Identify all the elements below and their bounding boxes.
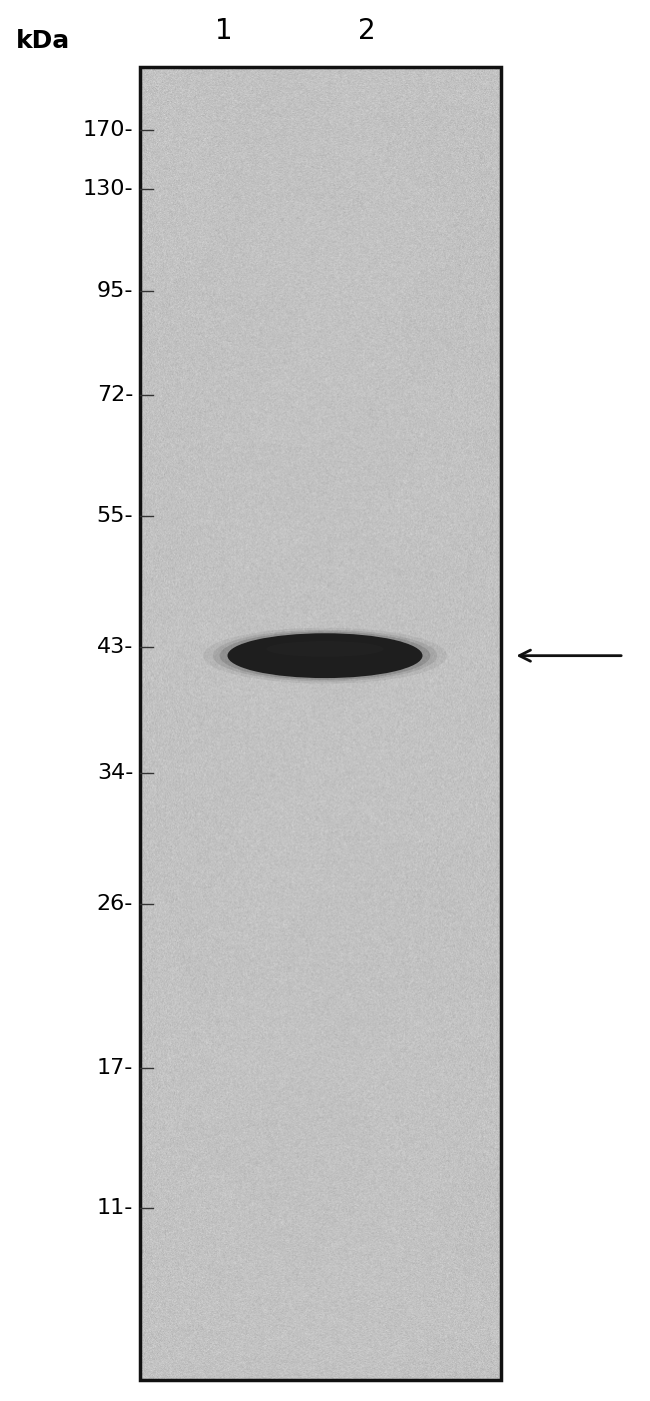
Text: 34-: 34- xyxy=(97,764,133,783)
Text: 26-: 26- xyxy=(97,894,133,913)
Bar xyxy=(140,67,501,1380)
Text: 43-: 43- xyxy=(97,637,133,657)
Text: 17-: 17- xyxy=(97,1058,133,1077)
Text: 1: 1 xyxy=(215,17,233,45)
Ellipse shape xyxy=(203,628,447,684)
Ellipse shape xyxy=(227,633,422,678)
Text: kDa: kDa xyxy=(16,29,70,53)
Text: 55-: 55- xyxy=(97,506,133,525)
Text: 95-: 95- xyxy=(97,282,133,301)
Text: 170-: 170- xyxy=(83,120,133,140)
Text: 11-: 11- xyxy=(97,1198,133,1217)
Text: 72-: 72- xyxy=(97,385,133,405)
Ellipse shape xyxy=(213,630,437,681)
Text: 2: 2 xyxy=(358,17,376,45)
Ellipse shape xyxy=(220,632,430,679)
Ellipse shape xyxy=(266,642,384,657)
Text: 130-: 130- xyxy=(83,179,133,199)
